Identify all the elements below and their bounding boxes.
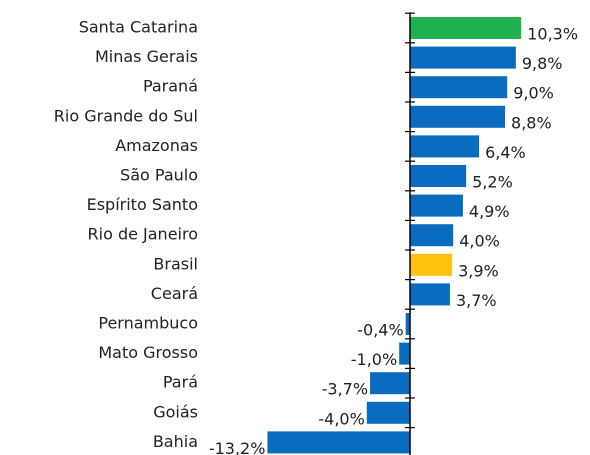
value-label: -0,4% <box>357 321 403 340</box>
value-label: 10,3% <box>527 25 578 44</box>
category-label: Rio de Janeiro <box>88 225 199 244</box>
value-label: 3,7% <box>456 291 497 310</box>
category-label: Minas Gerais <box>95 47 198 66</box>
value-label: 9,0% <box>513 84 554 103</box>
bar <box>410 194 463 217</box>
bar <box>410 46 516 69</box>
bar <box>410 17 522 39</box>
value-label: 8,8% <box>511 113 552 132</box>
category-label: Santa Catarina <box>79 18 198 37</box>
bar <box>399 342 410 365</box>
value-label: 4,9% <box>469 202 510 221</box>
value-label: -13,2% <box>209 439 266 455</box>
category-label: Brasil <box>153 254 198 273</box>
bar <box>410 253 453 276</box>
value-label: 3,9% <box>458 261 499 280</box>
category-label: Rio Grande do Sul <box>54 106 198 125</box>
bar <box>267 431 410 454</box>
category-label: Bahia <box>153 432 198 451</box>
value-label: -1,0% <box>351 350 397 369</box>
bar <box>410 165 467 187</box>
category-label: Amazonas <box>115 136 198 155</box>
bar <box>410 135 480 158</box>
category-label: Paraná <box>143 77 198 96</box>
category-label: Pará <box>163 373 198 392</box>
value-label: 5,2% <box>472 173 513 192</box>
category-label: São Paulo <box>120 166 198 185</box>
category-label: Mato Grosso <box>98 343 198 362</box>
category-label: Pernambuco <box>98 314 198 333</box>
category-label: Ceará <box>151 284 198 303</box>
value-label: 6,4% <box>485 143 526 162</box>
value-label: -4,0% <box>318 409 364 428</box>
value-label: -3,7% <box>322 380 368 399</box>
bar <box>370 372 410 395</box>
value-label: 4,0% <box>459 232 500 251</box>
bar <box>410 224 454 247</box>
value-label: 9,8% <box>522 54 563 73</box>
category-label: Goiás <box>153 402 198 421</box>
bar <box>410 105 506 128</box>
category-label: Espírito Santo <box>87 195 198 214</box>
bar <box>410 76 508 99</box>
bar <box>410 283 450 306</box>
bar <box>405 313 410 335</box>
bar <box>366 401 410 424</box>
